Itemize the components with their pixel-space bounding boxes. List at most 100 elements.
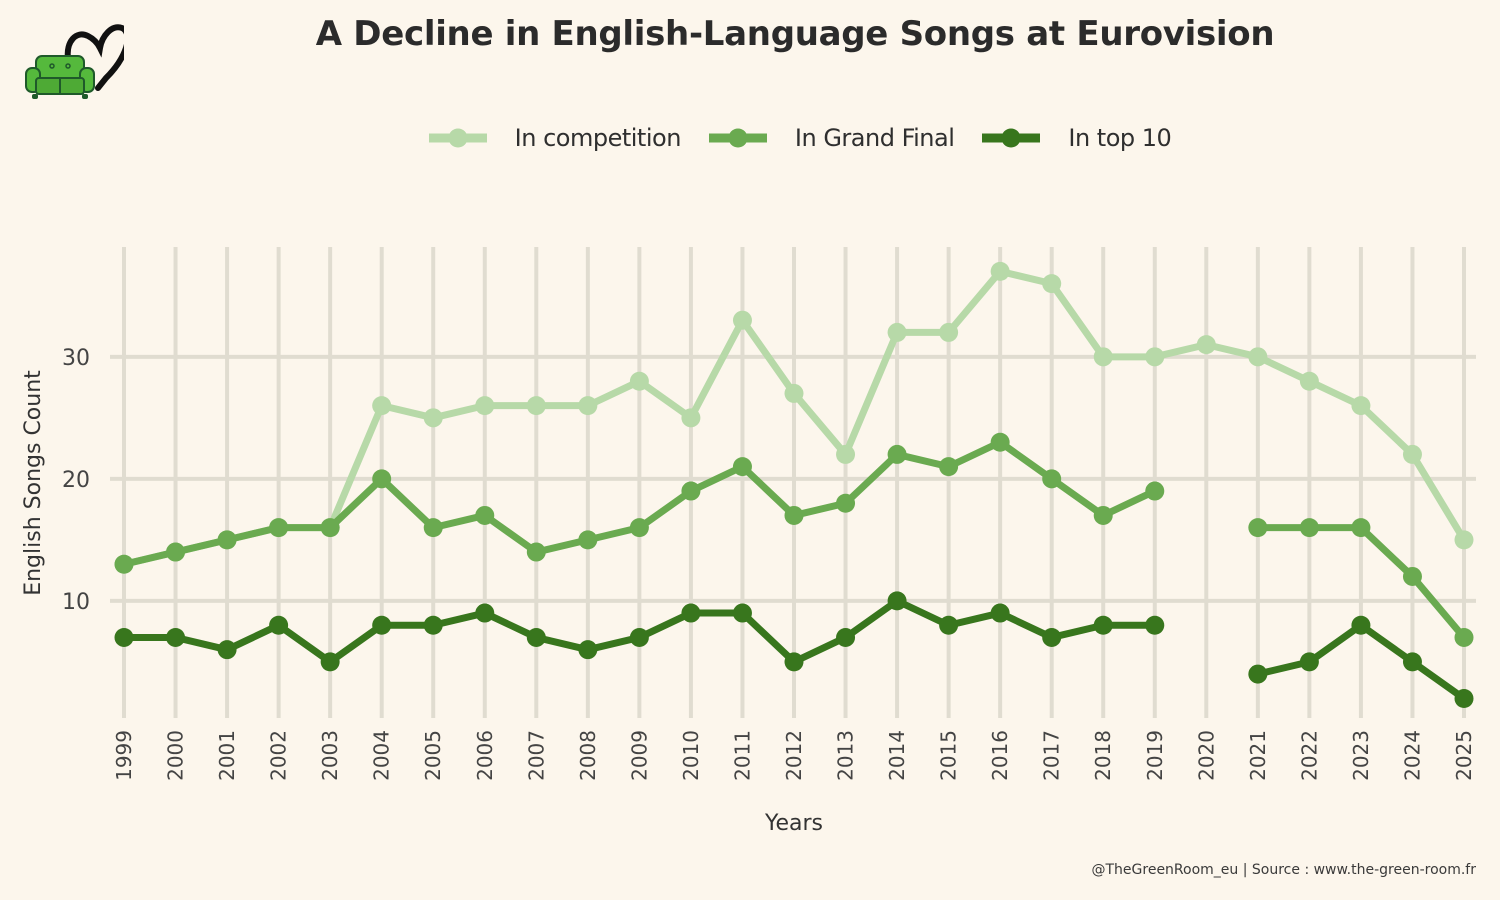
data-point-in-top-10[interactable] — [372, 615, 392, 635]
data-point-in-top-10[interactable] — [1351, 615, 1371, 635]
data-point-in-grand-final[interactable] — [887, 444, 907, 464]
data-point-in-grand-final[interactable] — [939, 457, 959, 477]
x-tick-label: 2013 — [834, 730, 858, 781]
data-point-in-grand-final[interactable] — [372, 469, 392, 489]
legend-label: In Grand Final — [794, 124, 955, 152]
legend-item-in-top-10[interactable]: In top 10 — [982, 124, 1172, 152]
data-point-in-competition[interactable] — [1402, 444, 1422, 464]
x-tick-label: 2004 — [370, 730, 394, 781]
data-point-in-grand-final[interactable] — [217, 530, 237, 550]
data-point-in-competition[interactable] — [423, 408, 443, 428]
data-point-in-competition[interactable] — [681, 408, 701, 428]
data-point-in-top-10[interactable] — [1454, 688, 1474, 708]
data-point-in-grand-final[interactable] — [1145, 481, 1165, 501]
data-point-in-top-10[interactable] — [1093, 615, 1113, 635]
data-point-in-grand-final[interactable] — [526, 542, 546, 562]
legend: In competition In Grand Final In top 10 — [0, 124, 1500, 152]
legend-label: In top 10 — [1068, 124, 1172, 152]
data-point-in-competition[interactable] — [526, 396, 546, 416]
x-tick-label: 2003 — [318, 730, 342, 781]
data-point-in-top-10[interactable] — [423, 615, 443, 635]
data-point-in-competition[interactable] — [1145, 347, 1165, 367]
data-point-in-grand-final[interactable] — [629, 518, 649, 538]
data-point-in-top-10[interactable] — [114, 627, 134, 647]
legend-key-in-competition — [428, 128, 487, 148]
data-point-in-grand-final[interactable] — [320, 518, 340, 538]
data-point-in-top-10[interactable] — [1145, 615, 1165, 635]
data-point-in-grand-final[interactable] — [423, 518, 443, 538]
legend-item-in-grand-final[interactable]: In Grand Final — [708, 124, 955, 152]
data-point-in-grand-final[interactable] — [836, 493, 856, 513]
data-point-in-top-10[interactable] — [887, 591, 907, 611]
legend-label: In competition — [514, 124, 682, 152]
x-tick-label: 2016 — [988, 730, 1012, 781]
x-tick-label: 2007 — [524, 730, 548, 781]
data-point-in-top-10[interactable] — [166, 627, 186, 647]
data-point-in-grand-final[interactable] — [1402, 566, 1422, 586]
data-point-in-top-10[interactable] — [681, 603, 701, 623]
data-point-in-grand-final[interactable] — [269, 518, 289, 538]
data-point-in-competition[interactable] — [836, 444, 856, 464]
data-point-in-competition[interactable] — [1351, 396, 1371, 416]
data-point-in-top-10[interactable] — [269, 615, 289, 635]
data-point-in-competition[interactable] — [1093, 347, 1113, 367]
data-point-in-competition[interactable] — [887, 322, 907, 342]
data-point-in-top-10[interactable] — [990, 603, 1010, 623]
x-tick-label: 2001 — [215, 730, 239, 781]
data-point-in-grand-final[interactable] — [1454, 627, 1474, 647]
data-point-in-top-10[interactable] — [578, 640, 598, 660]
vertical-gridlines — [122, 247, 1466, 718]
y-axis-label: English Songs Count — [21, 370, 46, 596]
data-point-in-competition[interactable] — [578, 396, 598, 416]
data-point-in-top-10[interactable] — [475, 603, 495, 623]
data-point-in-grand-final[interactable] — [1351, 518, 1371, 538]
data-point-in-grand-final[interactable] — [1093, 505, 1113, 525]
data-point-in-grand-final[interactable] — [1299, 518, 1319, 538]
data-point-in-top-10[interactable] — [1248, 664, 1268, 684]
x-tick-label: 2010 — [679, 730, 703, 781]
data-point-in-grand-final[interactable] — [166, 542, 186, 562]
data-point-in-competition[interactable] — [1248, 347, 1268, 367]
data-point-in-grand-final[interactable] — [1042, 469, 1062, 489]
data-point-in-top-10[interactable] — [732, 603, 752, 623]
data-point-in-top-10[interactable] — [1042, 627, 1062, 647]
data-point-in-grand-final[interactable] — [475, 505, 495, 525]
data-point-in-grand-final[interactable] — [1248, 518, 1268, 538]
data-point-in-top-10[interactable] — [939, 615, 959, 635]
data-point-in-competition[interactable] — [475, 396, 495, 416]
data-point-in-competition[interactable] — [1454, 530, 1474, 550]
data-point-in-competition[interactable] — [1196, 335, 1216, 355]
data-point-in-top-10[interactable] — [217, 640, 237, 660]
legend-item-in-competition[interactable]: In competition — [428, 124, 682, 152]
series-layer — [114, 261, 1474, 708]
data-point-in-top-10[interactable] — [1299, 652, 1319, 672]
x-tick-label: 2009 — [627, 730, 651, 781]
data-point-in-competition[interactable] — [1299, 371, 1319, 391]
data-point-in-top-10[interactable] — [526, 627, 546, 647]
data-point-in-competition[interactable] — [784, 383, 804, 403]
data-point-in-competition[interactable] — [372, 396, 392, 416]
x-tick-label: 2005 — [421, 730, 445, 781]
data-point-in-grand-final[interactable] — [732, 457, 752, 477]
data-point-in-top-10[interactable] — [629, 627, 649, 647]
data-point-in-grand-final[interactable] — [990, 432, 1010, 452]
data-point-in-competition[interactable] — [990, 261, 1010, 281]
data-point-in-competition[interactable] — [1042, 274, 1062, 294]
data-point-in-grand-final[interactable] — [784, 505, 804, 525]
data-point-in-competition[interactable] — [732, 310, 752, 330]
data-point-in-grand-final[interactable] — [578, 530, 598, 550]
x-tick-label: 2018 — [1091, 730, 1115, 781]
data-point-in-competition[interactable] — [939, 322, 959, 342]
data-point-in-top-10[interactable] — [1402, 652, 1422, 672]
data-point-in-competition[interactable] — [629, 371, 649, 391]
data-point-in-top-10[interactable] — [784, 652, 804, 672]
chart-title: A Decline in English-Language Songs at E… — [315, 14, 1275, 54]
data-point-in-grand-final[interactable] — [681, 481, 701, 501]
data-point-in-grand-final[interactable] — [114, 554, 134, 574]
data-point-in-top-10[interactable] — [836, 627, 856, 647]
x-axis-label: Years — [764, 811, 823, 836]
data-point-in-top-10[interactable] — [320, 652, 340, 672]
x-tick-label: 2008 — [576, 730, 600, 781]
y-tick-labels: 10 20 30 — [62, 346, 90, 615]
x-tick-label: 2002 — [267, 730, 291, 781]
